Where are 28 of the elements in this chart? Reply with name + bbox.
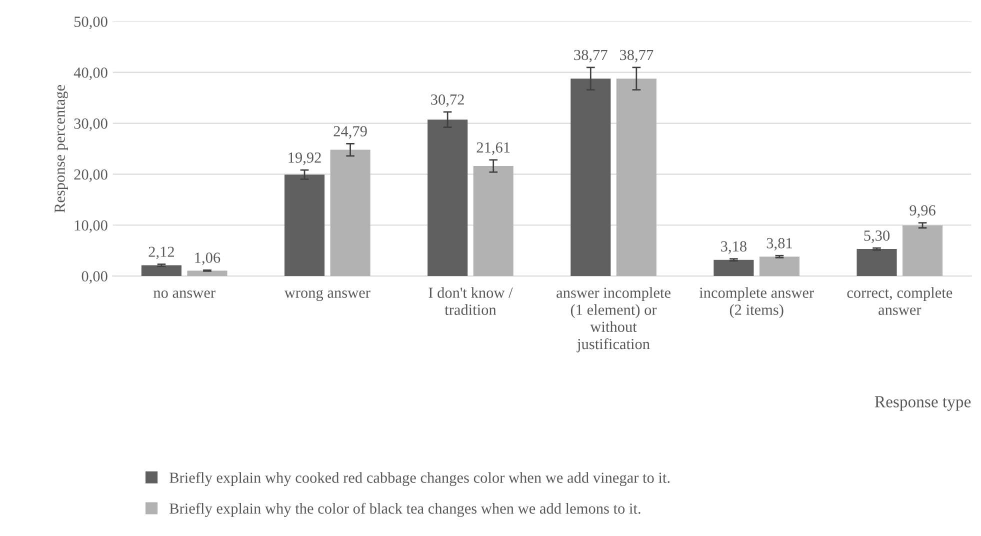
data-label: 38,77 — [574, 50, 608, 62]
x-tick-label: wrong answer — [284, 290, 370, 302]
y-tick-label: 20,00 — [74, 169, 108, 182]
legend-label: Briefly explain why the color of black tea changes when we add lemons to it. — [170, 502, 640, 517]
data-label: 9,96 — [910, 205, 936, 218]
x-axis-title: Response type — [874, 396, 971, 411]
y-tick-label: 0,00 — [82, 271, 108, 284]
data-label: 3,81 — [766, 238, 792, 251]
y-tick-label: 30,00 — [74, 118, 108, 131]
data-label: 1,06 — [195, 252, 220, 266]
x-tick-label: no answer — [154, 290, 216, 298]
x-tick-label: incomplete answer (2 items) — [699, 287, 814, 318]
y-tick-label: 40,00 — [74, 68, 108, 80]
y-tick-label: 50,00 — [74, 16, 108, 30]
x-tick-label: answer incomplete (1 element) or without justification — [556, 287, 670, 352]
x-tick-label: correct, complete answer — [847, 287, 952, 315]
data-label: 3,18 — [721, 241, 746, 254]
y-axis-title: Response percentage — [54, 85, 68, 213]
legend-label: Briefly explain why cooked red cabbage changes color when we add vinegar to it. — [170, 472, 670, 486]
data-label: 21,61 — [476, 142, 510, 155]
data-label: 5,30 — [864, 230, 890, 243]
data-label: 2,12 — [148, 246, 174, 260]
data-label: 38,77 — [620, 50, 654, 62]
data-label: 30,72 — [431, 94, 464, 107]
data-label: 19,92 — [288, 152, 321, 165]
y-tick-label: 10,00 — [74, 220, 108, 233]
data-label: 24,79 — [334, 126, 367, 139]
x-tick-label: I don't know / tradition — [428, 287, 513, 315]
